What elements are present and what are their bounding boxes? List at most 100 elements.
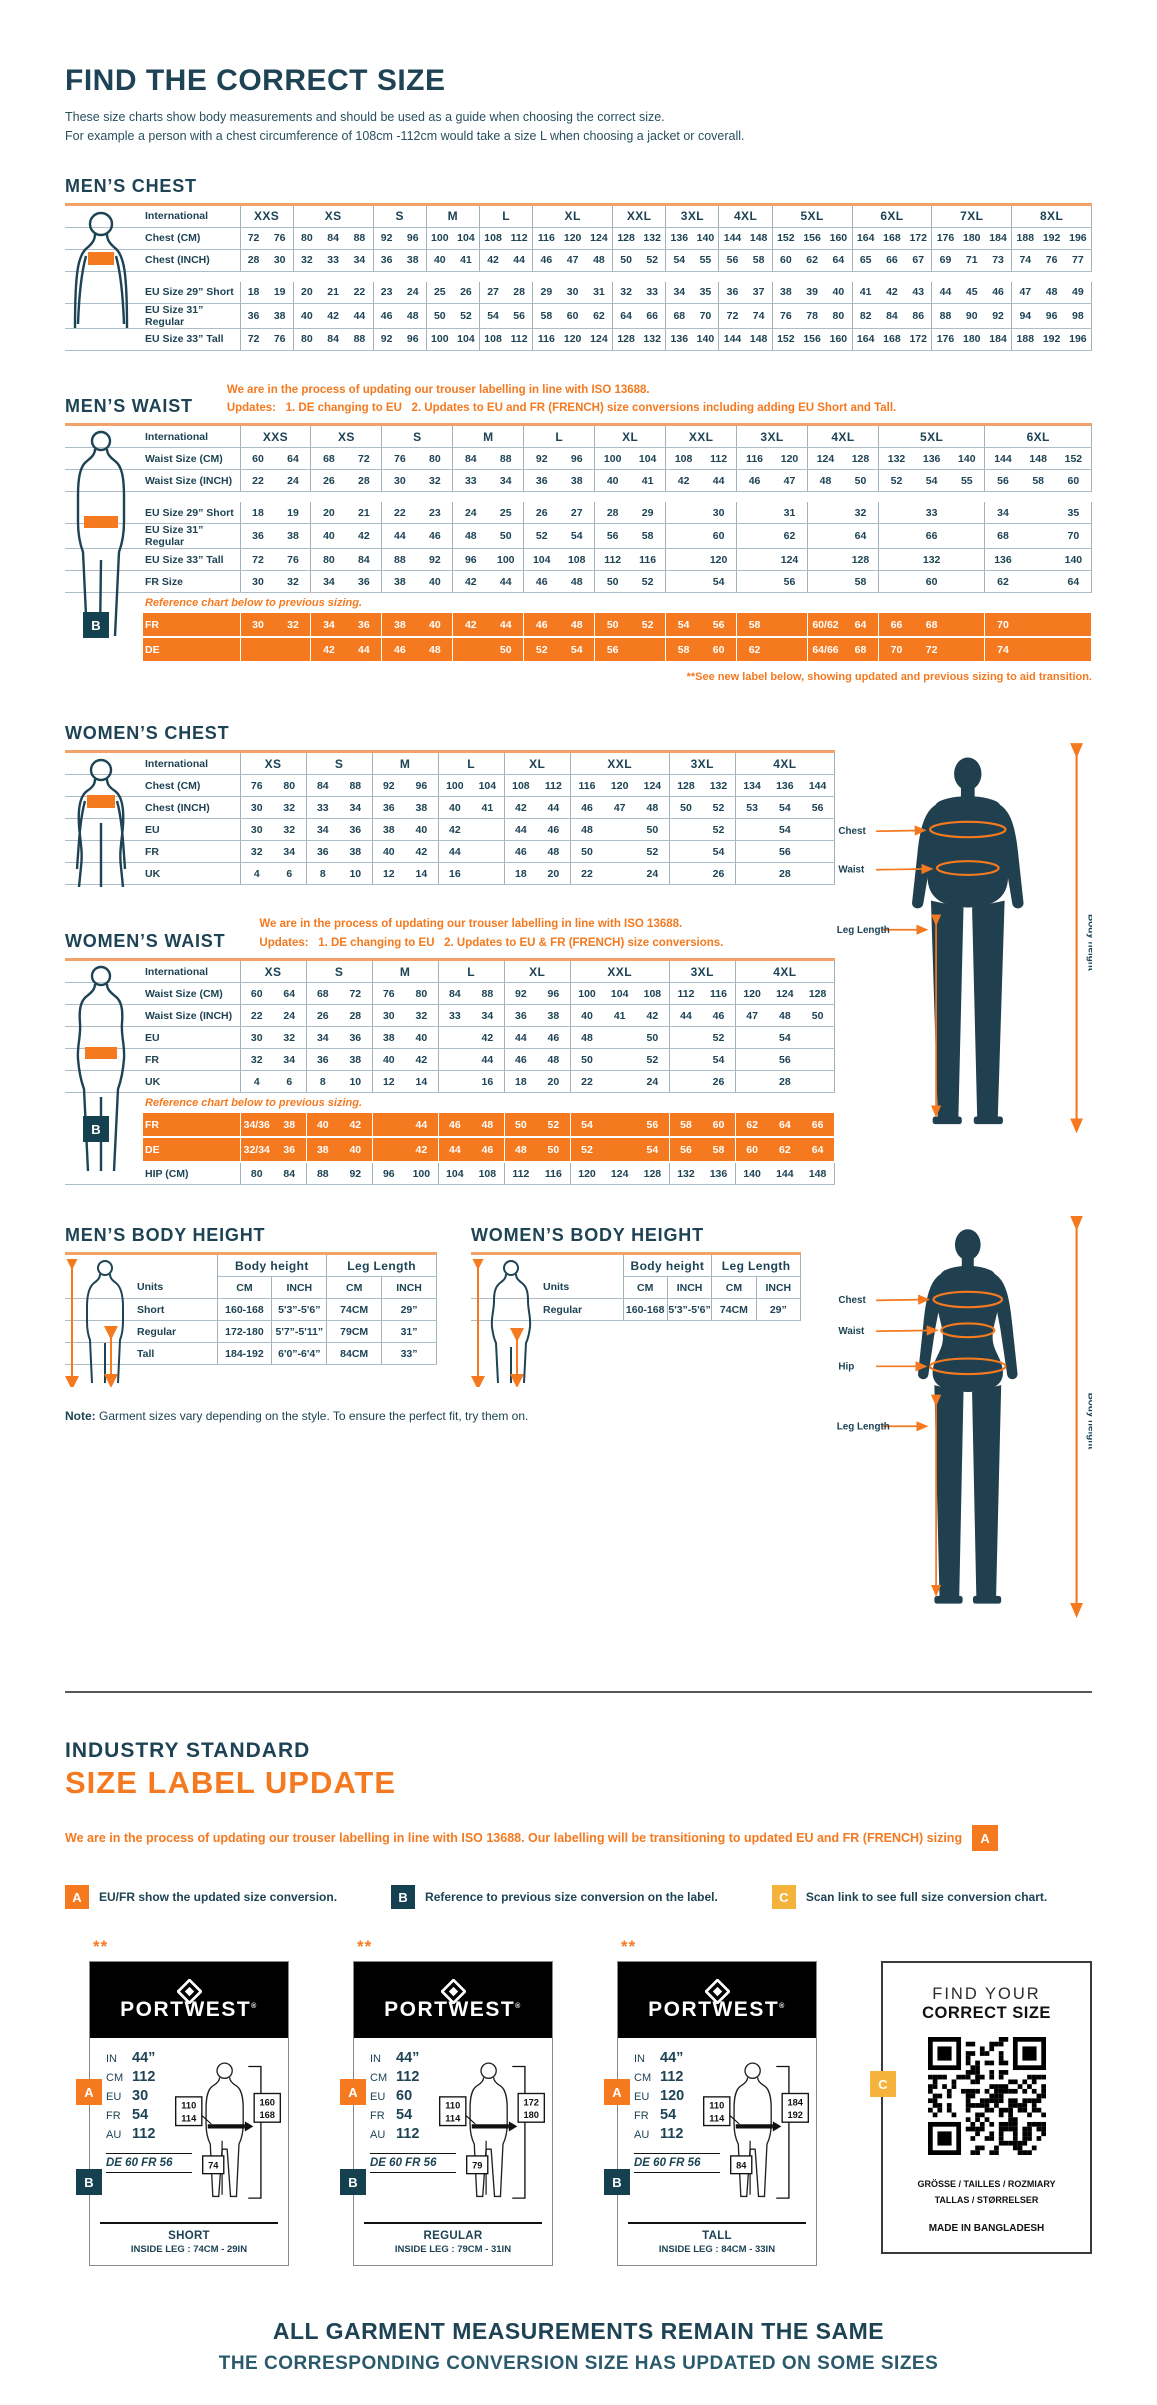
portwest-logo: PORTWEST®: [618, 1962, 816, 2039]
asterisks: **: [93, 1937, 109, 1957]
svg-text:Leg Length: Leg Length: [837, 1422, 890, 1433]
measurement-figures: Chest Waist Leg Length Body height: [835, 717, 1097, 1661]
womens-chest-title: WOMEN’S CHEST: [65, 723, 230, 744]
womens-chest-table-wrap: International XS S M L XL XXL 3XL 4XL Chest (CM) 7…: [65, 750, 836, 888]
badge-b: B: [604, 2169, 630, 2196]
badge-b: B: [83, 1116, 109, 1143]
mens-chest-title: MEN’S CHEST: [65, 175, 197, 196]
womens-waist-table: International XS S M L XL XXL 3XL 4XL Waist Size …: [65, 961, 836, 1186]
portwest-logo: PORTWEST®: [90, 1962, 288, 2039]
size-label-cards: ** A B PORTWEST® IN 44” CM 112 EU 30 FR 54 AU 112 DE 6…: [76, 1937, 1092, 2267]
qr-card: C FIND YOUR CORRECT SIZE GRÖSSE / TAILLES /…: [870, 1961, 1092, 2254]
mens-height-figure-icon: [65, 1259, 124, 1388]
mens-body-height: MEN’S BODY HEIGHT: [65, 1225, 437, 1388]
womens-chest-table: International XS S M L XL XXL 3XL 4XL Chest (CM) 7…: [65, 753, 836, 886]
legend: A EU/FR show the updated size conversion…: [65, 1885, 1092, 1910]
asterisks: **: [357, 1937, 373, 1957]
size-label-card: ** A B PORTWEST® IN 44” CM 112 EU 60 FR 54 AU 112 DE 6…: [340, 1937, 553, 2267]
label-figure-diagram: 110 114 160 168 74: [175, 2062, 281, 2200]
badge-a: A: [65, 1885, 89, 1910]
womens-waist-table-wrap: International XS S M L XL XXL 3XL 4XL Waist Size …: [65, 958, 836, 1186]
svg-text:Chest: Chest: [838, 1295, 866, 1306]
svg-text:192: 192: [788, 2110, 803, 2120]
page-title: FIND THE CORRECT SIZE: [65, 64, 446, 97]
mens-waist-note: We are in the process of updating our tr…: [226, 383, 897, 414]
womens-height-title: WOMEN’S BODY HEIGHT: [471, 1225, 704, 1246]
svg-text:Body height: Body height: [1086, 1393, 1092, 1451]
page-subtitle: These size charts show body measurements…: [65, 110, 745, 143]
badge-c: C: [870, 2071, 896, 2098]
bottom-note: Note: Garment sizes vary depending on th…: [65, 1409, 529, 1424]
footer: ALL GARMENT MEASUREMENTS REMAIN THE SAME…: [218, 2318, 939, 2375]
legend-item-a: A EU/FR show the updated size conversion…: [65, 1885, 337, 1910]
svg-text:74: 74: [208, 2161, 219, 2171]
svg-text:Hip: Hip: [838, 1362, 854, 1373]
fit-name: REGULAR: [423, 2230, 483, 2243]
mens-waist-table-wrap: International XXS XS S M L XL XXL 3XL 4XL 5XL 6XL Wa…: [65, 423, 1092, 664]
mens-waist-table: International XXS XS S M L XL XXL 3XL 4XL 5XL 6XL Wa…: [65, 426, 1092, 664]
svg-text:114: 114: [445, 2114, 461, 2124]
svg-text:110: 110: [181, 2101, 196, 2111]
svg-text:172: 172: [524, 2098, 539, 2108]
mens-chest-figure-icon: [73, 211, 129, 328]
portwest-label: PORTWEST® IN 44” CM 112 EU 60 FR 54 AU 112 DE 60 FR…: [353, 1961, 553, 2267]
womens-height-figure-icon: [471, 1259, 532, 1388]
mens-height-table: Body height Leg Length Units CM INCH CM INCH Sh…: [65, 1255, 437, 1366]
mens-waist-title: MEN’S WAIST: [65, 396, 193, 417]
asterisks: **: [621, 1937, 637, 1957]
qr-languages: GRÖSSE / TAILLES / ROZMIARY TALLAS / STØR…: [917, 2179, 1056, 2206]
svg-text:160: 160: [260, 2098, 275, 2108]
svg-text:114: 114: [181, 2114, 197, 2124]
svg-text:180: 180: [524, 2110, 539, 2120]
portwest-label: PORTWEST® IN 44” CM 112 EU 120 FR 54 AU 112 DE 60 F…: [617, 1961, 817, 2267]
badge-a: A: [972, 1825, 999, 1852]
svg-text:Body height: Body height: [1086, 914, 1092, 972]
badge-a: A: [76, 2079, 102, 2106]
svg-text:Waist: Waist: [838, 865, 865, 876]
portwest-diamond-icon: [704, 1978, 730, 2004]
label-figure-diagram: 110 114 184 192 84: [703, 2062, 809, 2200]
svg-text:168: 168: [260, 2110, 275, 2120]
womens-body-height: WOMEN’S BODY HEIGHT Bod: [471, 1225, 802, 1388]
svg-text:110: 110: [709, 2101, 724, 2111]
badge-c: C: [771, 1885, 796, 1910]
industry-paragraph: We are in the process of updating our tr…: [65, 1825, 1092, 1852]
fit-name: TALL: [702, 2230, 732, 2243]
qr-code: [927, 2037, 1046, 2156]
female-measure-figure: Chest Waist Hip Leg Length Body height: [837, 1216, 1097, 1619]
portwest-logo: PORTWEST®: [354, 1962, 552, 2039]
industry-title-1: INDUSTRY STANDARD: [65, 1739, 311, 1763]
size-label-card: ** A B PORTWEST® IN 44” CM 112 EU 120 FR 54 AU 112 DE …: [604, 1937, 817, 2267]
inside-leg: INSIDE LEG : 79CM - 31IN: [394, 2244, 512, 2256]
svg-text:184: 184: [788, 2098, 804, 2108]
svg-text:Leg Length: Leg Length: [837, 925, 890, 936]
svg-text:79: 79: [472, 2161, 482, 2171]
mens-waist-figure-icon: [76, 431, 126, 637]
womens-chest-figure-icon: [75, 759, 127, 888]
svg-text:110: 110: [445, 2101, 460, 2111]
qr-title-1: FIND YOUR: [932, 1985, 1041, 2004]
mens-chest-table: International XXS XS S M L XL XXL 3XL 4XL 5XL 6XL 7X…: [65, 205, 1092, 351]
womens-waist-title: WOMEN’S WAIST: [65, 931, 226, 952]
size-label-card: ** A B PORTWEST® IN 44” CM 112 EU 30 FR 54 AU 112 DE 6…: [76, 1937, 289, 2267]
qr-title-2: CORRECT SIZE: [922, 2004, 1051, 2023]
inside-leg: INSIDE LEG : 84CM - 33IN: [658, 2244, 776, 2256]
portwest-diamond-icon: [440, 1978, 466, 2004]
made-in: MADE IN BANGLADESH: [928, 2222, 1045, 2234]
badge-b: B: [76, 2169, 102, 2196]
legend-item-c: C Scan link to see full size conversion …: [771, 1885, 1047, 1910]
svg-text:84: 84: [736, 2161, 747, 2171]
portwest-diamond-icon: [176, 1978, 202, 2004]
portwest-label: PORTWEST® IN 44” CM 112 EU 30 FR 54 AU 112 DE 60 FR…: [89, 1961, 289, 2267]
label-figure-diagram: 110 114 172 180 79: [439, 2062, 545, 2200]
svg-text:Waist: Waist: [838, 1326, 865, 1337]
male-measure-figure: Chest Waist Leg Length Body height: [837, 743, 1097, 1134]
womens-waist-note: We are in the process of updating our tr…: [259, 918, 724, 949]
badge-a: A: [604, 2079, 630, 2106]
womens-waist-figure-icon: [76, 965, 126, 1172]
fit-name: SHORT: [168, 2230, 210, 2243]
mens-chest-table-wrap: International XXS XS S M L XL XXL 3XL 4XL 5XL 6XL 7X…: [65, 202, 1092, 351]
svg-text:Chest: Chest: [838, 826, 866, 837]
inside-leg: INSIDE LEG : 74CM - 29IN: [130, 2244, 248, 2256]
legend-item-b: B Reference to previous size conversion …: [391, 1885, 718, 1910]
